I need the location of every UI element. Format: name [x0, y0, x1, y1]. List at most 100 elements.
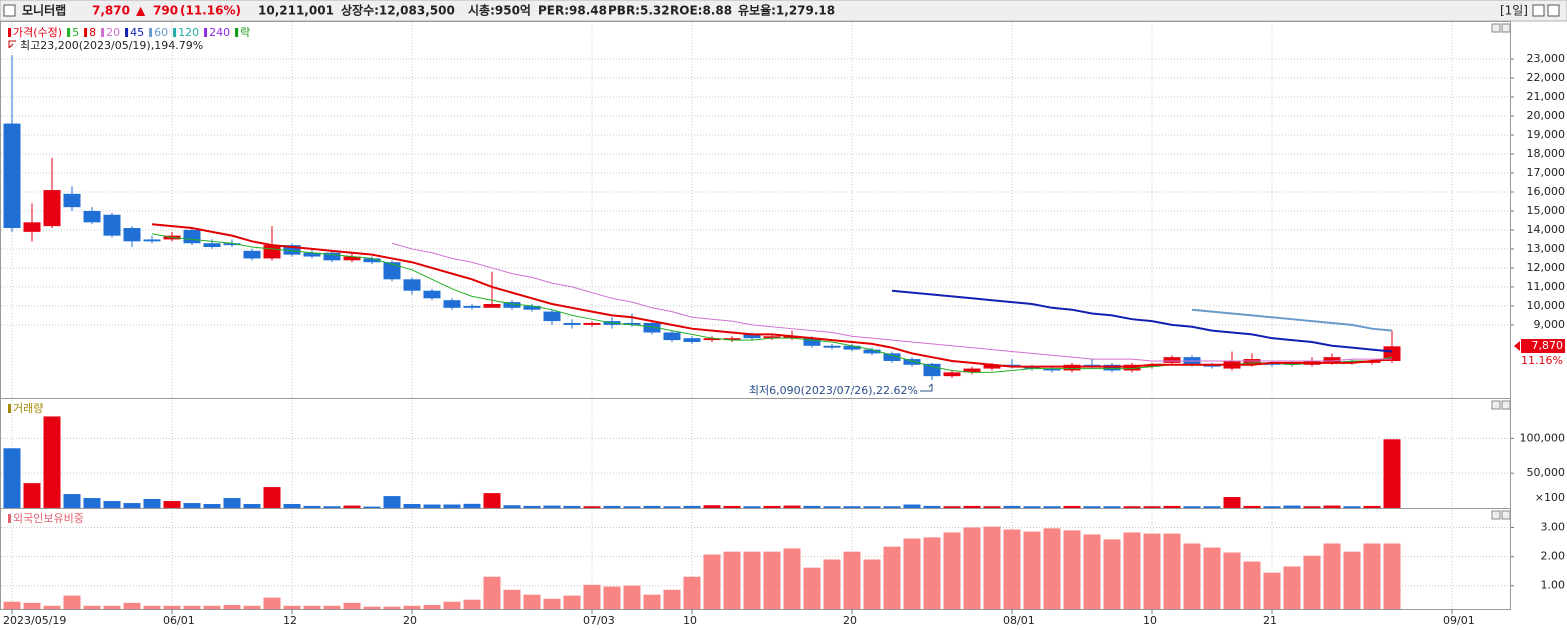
foreign-bar — [1243, 561, 1261, 609]
foreign-bar — [243, 605, 261, 609]
volume-bar — [203, 504, 221, 508]
volume-bar — [143, 499, 161, 508]
panel-button[interactable] — [1501, 510, 1511, 520]
foreign-bar — [1283, 566, 1301, 609]
foreign-bar — [983, 526, 1001, 609]
candle-body — [523, 305, 541, 310]
candle-body — [303, 252, 321, 257]
volume-bar — [443, 504, 461, 508]
market-cap: 시총:950억 — [468, 3, 531, 18]
reserve: 유보율:1,279.18 — [738, 4, 835, 18]
panel-button[interactable] — [1491, 400, 1501, 410]
foreign-bar — [1183, 543, 1201, 609]
panel-title-swatch — [8, 514, 11, 523]
foreign-bar — [443, 601, 461, 609]
foreign-bar — [843, 551, 861, 609]
volume-bar — [643, 505, 661, 508]
volume-bar — [243, 504, 261, 508]
candle-body — [443, 300, 461, 308]
y-tick-label: 9,000 — [1534, 318, 1566, 331]
volume-bar — [543, 505, 561, 508]
legend-swatch — [149, 28, 153, 37]
candle-body — [423, 290, 441, 299]
foreign-bar — [1203, 547, 1221, 609]
foreign-bar — [1343, 551, 1361, 609]
legend-label: 가격(수정) — [13, 26, 62, 39]
foreign-bar — [743, 551, 761, 609]
foreign-bar — [663, 589, 681, 609]
window-button[interactable] — [1532, 4, 1545, 17]
foreign-bar — [1083, 534, 1101, 609]
y-tick-label: 14,000 — [1527, 223, 1566, 236]
volume-bar — [883, 506, 901, 508]
candle-body — [203, 243, 221, 248]
volume-bar — [1003, 505, 1021, 508]
volume-bar — [943, 506, 961, 508]
foreign-bar — [1103, 539, 1121, 609]
candle-body — [543, 311, 561, 322]
x-tick-label: 07/03 — [583, 614, 615, 627]
foreign-bar — [303, 605, 321, 609]
candle-body — [743, 334, 761, 339]
period[interactable]: [1일] — [1500, 4, 1528, 18]
candle-body — [403, 279, 421, 291]
foreign-bar — [1043, 528, 1061, 609]
candle-body — [263, 245, 281, 259]
candle-body — [983, 364, 1001, 369]
checkbox[interactable] — [3, 4, 16, 17]
volume-bar — [1363, 505, 1381, 508]
x-tick-label: 06/01 — [163, 614, 195, 627]
foreign-bar — [343, 602, 361, 609]
candle-body — [803, 338, 821, 346]
x-tick-label: 2023/05/19 — [3, 614, 66, 627]
legend-label: 8 — [89, 26, 96, 39]
foreign-bar — [1063, 530, 1081, 609]
volume-bar — [803, 505, 821, 508]
foreign-bar — [403, 605, 421, 609]
candle-body — [123, 228, 141, 242]
panel-title: 외국인보유비중 — [13, 512, 84, 525]
foreign-bar — [1003, 529, 1021, 609]
candle-body — [23, 222, 41, 232]
foreign-bar — [123, 602, 141, 609]
foreign-bar — [323, 605, 341, 609]
legend-swatch — [125, 28, 129, 37]
legend-label: 120 — [178, 26, 199, 39]
volume-bar — [903, 504, 921, 508]
high-arrow — [8, 40, 16, 49]
foreign-bar — [1163, 533, 1181, 609]
x-tick-label: 21 — [1263, 614, 1277, 627]
high-annotation: 최고23,200(2023/05/19),194.79% — [20, 39, 203, 52]
panel-button[interactable] — [1491, 510, 1501, 520]
pbr: PBR:5.32 — [608, 4, 670, 18]
candle-body — [923, 363, 941, 377]
volume-bar — [123, 503, 141, 508]
volume-bar — [83, 498, 101, 508]
panel-button[interactable] — [1501, 23, 1511, 33]
close-button[interactable] — [1547, 4, 1560, 17]
price-legend: 가격(수정) 5 8 20 45 60 120 240 락 — [8, 26, 250, 39]
foreign-bar — [483, 576, 501, 609]
candle-body — [703, 338, 721, 341]
volume-bar — [1183, 506, 1201, 508]
panel-button[interactable] — [1501, 400, 1511, 410]
legend-swatch — [101, 28, 105, 37]
candle-body — [723, 338, 741, 341]
candle-body — [363, 258, 381, 263]
panel-button[interactable] — [1491, 23, 1501, 33]
y-tick-label: 1.00 — [1541, 579, 1566, 592]
candle-body — [323, 252, 341, 261]
volume-bar — [423, 504, 441, 508]
volume-bar — [363, 506, 381, 508]
volume-bar — [1303, 506, 1321, 508]
candle-body — [1043, 368, 1061, 371]
y-tick-label: 22,000 — [1527, 71, 1566, 84]
foreign-bar — [943, 532, 961, 609]
volume-bar — [223, 498, 241, 508]
candle-body — [683, 338, 701, 342]
candle-body — [563, 322, 581, 325]
x-tick-label: 10 — [683, 614, 697, 627]
foreign-bar — [703, 554, 721, 609]
y-tick-label: 17,000 — [1527, 166, 1566, 179]
volume-bar — [703, 505, 721, 508]
